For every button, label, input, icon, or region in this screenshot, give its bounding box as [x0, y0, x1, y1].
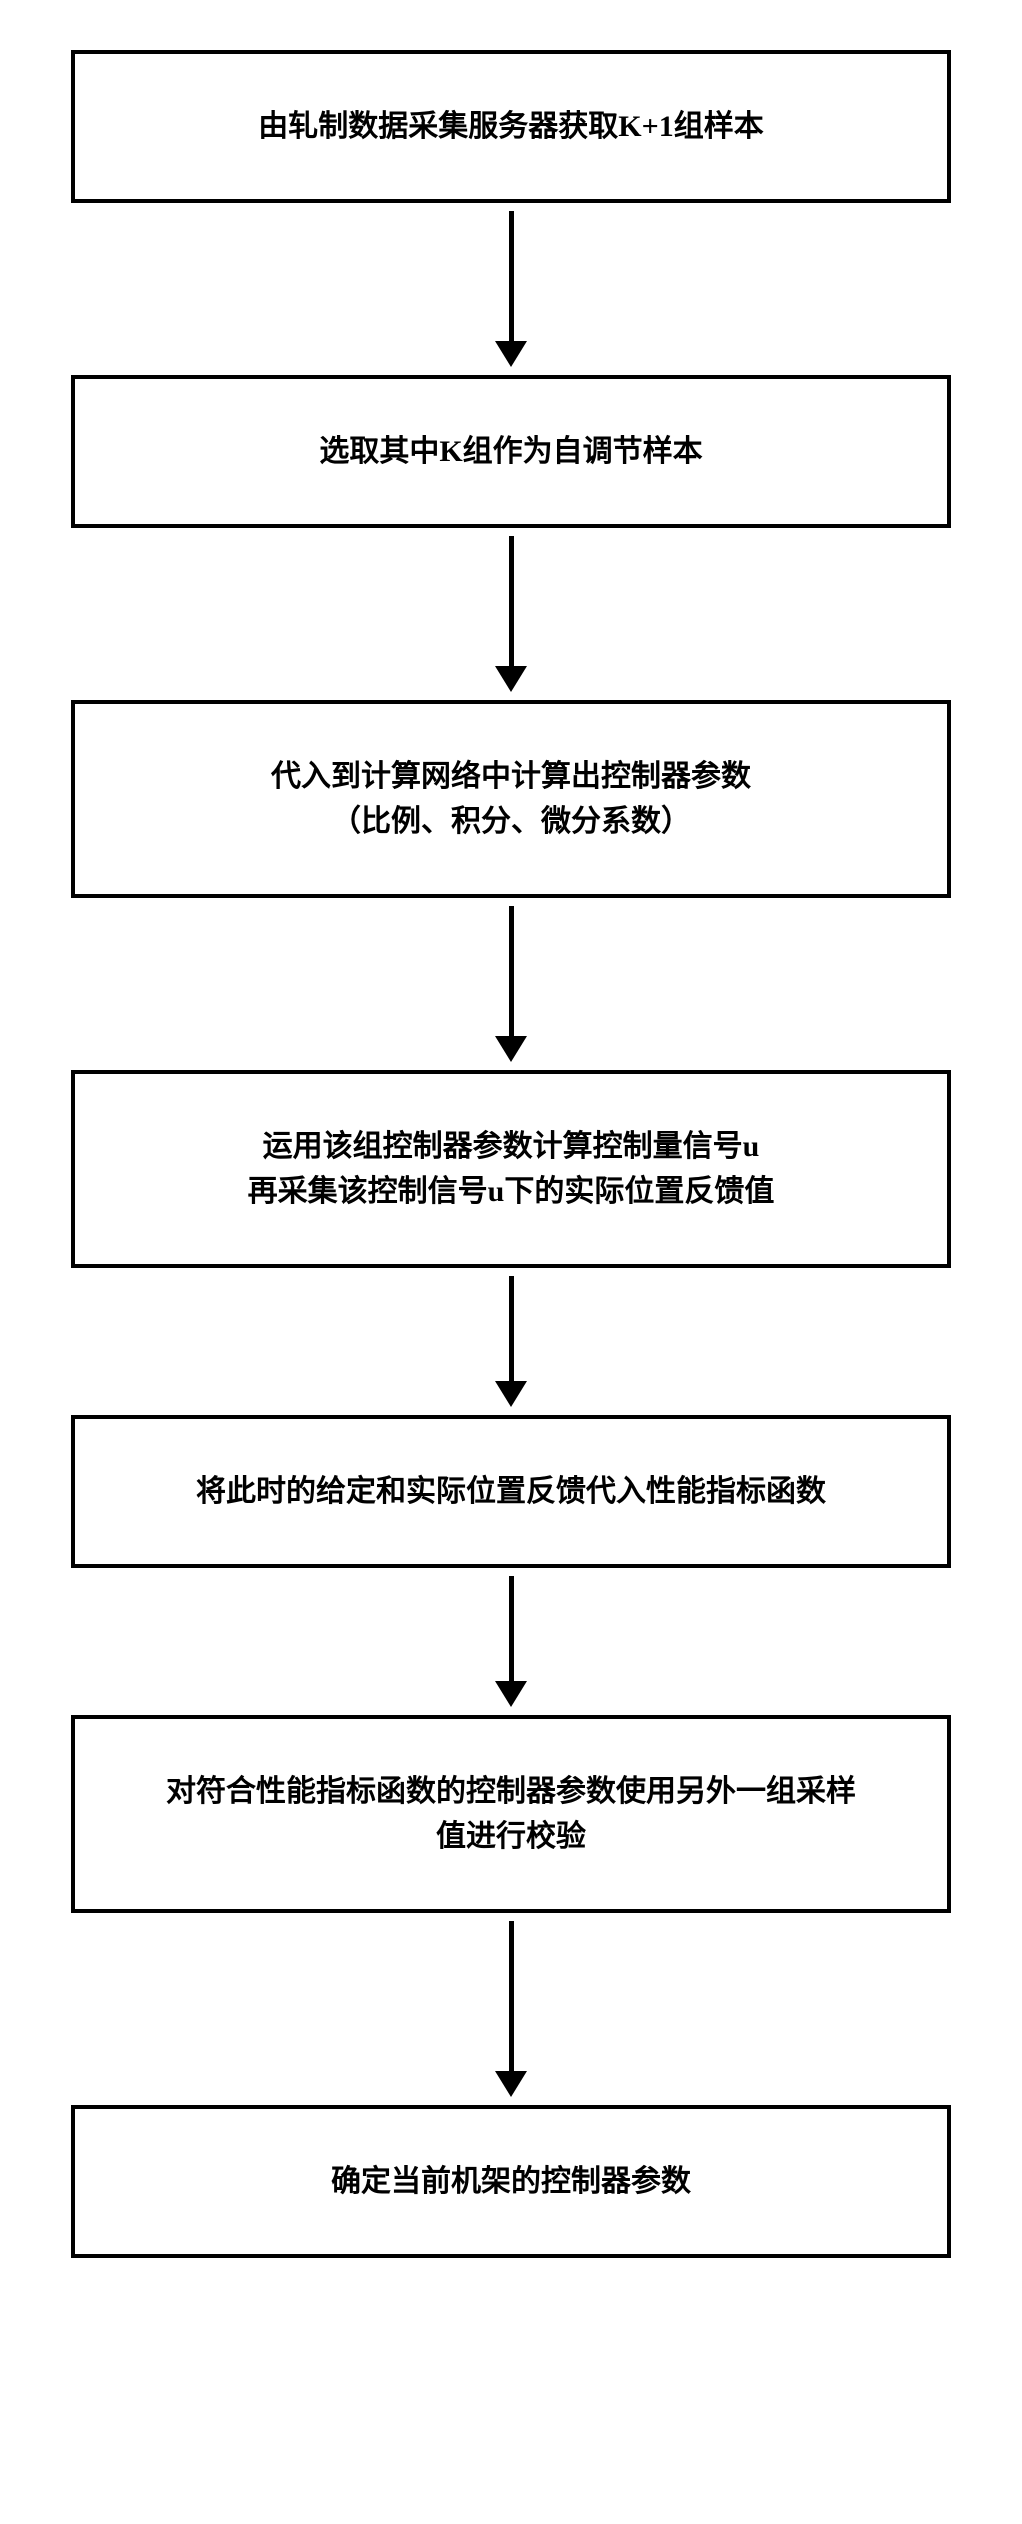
flowchart-node-step3: 代入到计算网络中计算出控制器参数（比例、积分、微分系数）	[71, 700, 951, 898]
node-text-line: 由轧制数据采集服务器获取K+1组样本	[258, 104, 763, 149]
flowchart-arrow	[495, 906, 527, 1062]
node-text-line: 值进行校验	[436, 1814, 586, 1859]
node-text-line: （比例、积分、微分系数）	[331, 799, 691, 844]
flowchart-arrow	[495, 1576, 527, 1707]
arrow-line	[509, 906, 514, 1036]
flowchart-arrow	[495, 211, 527, 367]
flowchart-node-step2: 选取其中K组作为自调节样本	[71, 375, 951, 528]
node-text-line: 运用该组控制器参数计算控制量信号u	[263, 1124, 760, 1169]
flowchart-arrow	[495, 536, 527, 692]
flowchart-node-step1: 由轧制数据采集服务器获取K+1组样本	[71, 50, 951, 203]
flowchart-node-step6: 对符合性能指标函数的控制器参数使用另外一组采样值进行校验	[71, 1715, 951, 1913]
flowchart-container: 由轧制数据采集服务器获取K+1组样本选取其中K组作为自调节样本代入到计算网络中计…	[70, 50, 952, 2258]
node-text-line: 选取其中K组作为自调节样本	[319, 429, 702, 474]
arrow-line	[509, 211, 514, 341]
node-text-line: 确定当前机架的控制器参数	[331, 2159, 691, 2204]
arrow-head-icon	[495, 1036, 527, 1062]
arrow-head-icon	[495, 341, 527, 367]
arrow-head-icon	[495, 1681, 527, 1707]
arrow-line	[509, 1921, 514, 2071]
flowchart-arrow	[495, 1276, 527, 1407]
arrow-head-icon	[495, 1381, 527, 1407]
node-text-line: 代入到计算网络中计算出控制器参数	[271, 754, 751, 799]
arrow-head-icon	[495, 666, 527, 692]
node-text-line: 对符合性能指标函数的控制器参数使用另外一组采样	[166, 1769, 856, 1814]
arrow-line	[509, 1276, 514, 1381]
flowchart-node-step7: 确定当前机架的控制器参数	[71, 2105, 951, 2258]
node-text-line: 再采集该控制信号u下的实际位置反馈值	[248, 1169, 775, 1214]
flowchart-node-step4: 运用该组控制器参数计算控制量信号u再采集该控制信号u下的实际位置反馈值	[71, 1070, 951, 1268]
arrow-line	[509, 1576, 514, 1681]
arrow-head-icon	[495, 2071, 527, 2097]
flowchart-node-step5: 将此时的给定和实际位置反馈代入性能指标函数	[71, 1415, 951, 1568]
flowchart-arrow	[495, 1921, 527, 2097]
node-text-line: 将此时的给定和实际位置反馈代入性能指标函数	[196, 1469, 826, 1514]
arrow-line	[509, 536, 514, 666]
